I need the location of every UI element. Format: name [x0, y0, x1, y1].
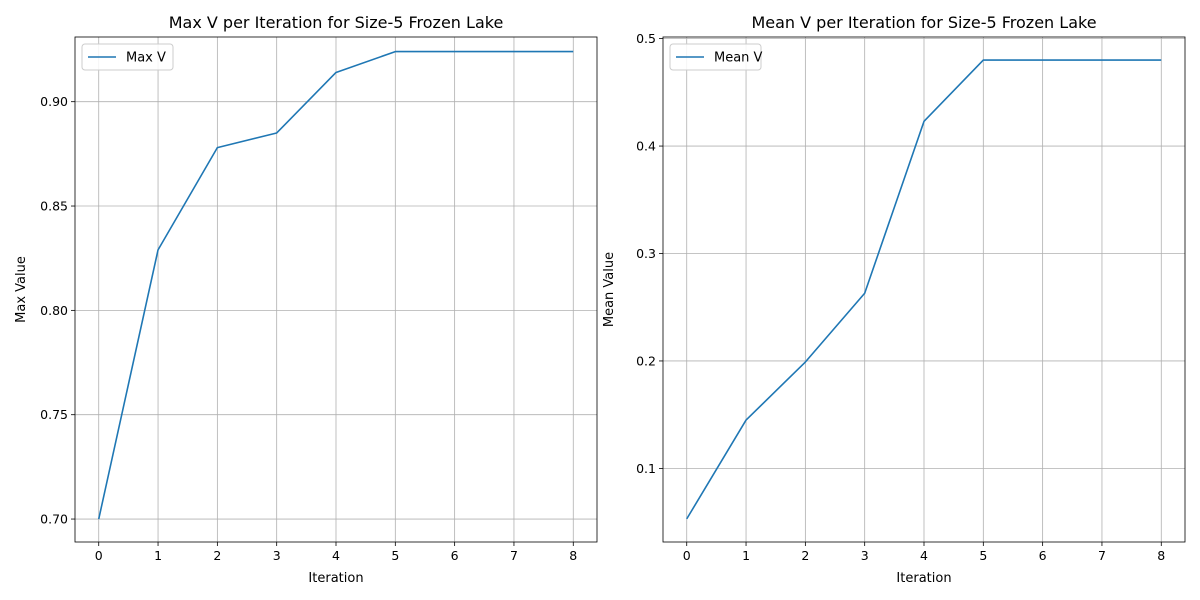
x-tick-label: 7: [510, 548, 518, 563]
legend: Mean V: [669, 43, 763, 71]
y-axis-label: Mean Value: [602, 252, 617, 327]
x-tick-label: 7: [1098, 548, 1106, 563]
y-tick-label: 0.3: [636, 246, 656, 261]
x-tick-label: 2: [801, 548, 809, 563]
y-tick-label: 0.2: [636, 353, 656, 368]
y-tick-label: 0.85: [40, 199, 68, 214]
x-tick-label: 1: [742, 548, 750, 563]
y-tick-label: 0.80: [40, 303, 68, 318]
x-tick-label: 3: [273, 548, 281, 563]
y-tick-label: 0.90: [40, 94, 68, 109]
x-tick-label: 2: [213, 548, 221, 563]
x-tick-label: 4: [332, 548, 340, 563]
y-tick-label: 0.75: [40, 407, 68, 422]
x-tick-label: 3: [861, 548, 869, 563]
y-tick-label: 0.70: [40, 512, 68, 527]
x-tick-label: 8: [1157, 548, 1165, 563]
x-tick-label: 4: [920, 548, 928, 563]
y-tick-label: 0.5: [636, 31, 656, 46]
x-tick-label: 1: [154, 548, 162, 563]
legend-label: Max V: [126, 51, 166, 66]
chart-title: Max V per Iteration for Size-5 Frozen La…: [169, 13, 504, 32]
chart-title: Mean V per Iteration for Size-5 Frozen L…: [751, 13, 1096, 32]
x-tick-label: 6: [451, 548, 459, 563]
x-tick-label: 0: [683, 548, 691, 563]
x-tick-label: 5: [391, 548, 399, 563]
x-tick-label: 0: [95, 548, 103, 563]
legend: Max V: [81, 43, 174, 71]
y-axis-label: Max Value: [14, 256, 29, 323]
max-v-chart: 0 1 2 3 4 5 6 7 8 0.70 0.75 0.80 0.85 0.90 Max V per I…: [14, 13, 598, 586]
x-tick-label: 5: [979, 548, 987, 563]
mean-v-chart: 0 1 2 3 4 5 6 7 8 0.1 0.2 0.3 0.4 0.5 Mean V per Itera…: [602, 13, 1186, 586]
x-tick-label: 8: [569, 548, 577, 563]
x-axis-label: Iteration: [308, 571, 363, 586]
legend-box: [81, 43, 174, 71]
x-tick-label: 6: [1039, 548, 1047, 563]
y-tick-label: 0.4: [636, 139, 656, 154]
x-axis-label: Iteration: [896, 571, 951, 586]
y-tick-label: 0.1: [636, 461, 656, 476]
legend-label: Mean V: [714, 51, 763, 66]
legend-box: [669, 43, 762, 71]
